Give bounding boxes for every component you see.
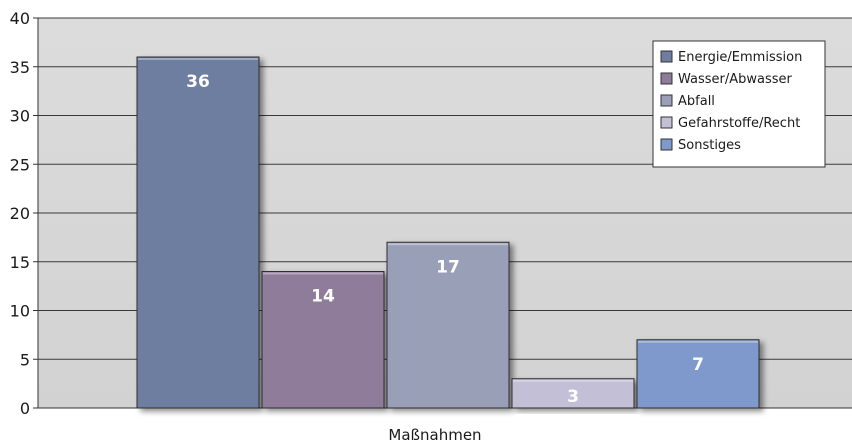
x-axis-label: Maßnahmen: [388, 426, 481, 444]
bar-highlight: [638, 340, 758, 343]
legend-label: Sonstiges: [678, 138, 741, 153]
y-tick-label: 0: [20, 399, 30, 418]
legend-label: Wasser/Abwasser: [678, 72, 793, 87]
legend-label: Abfall: [678, 94, 715, 109]
bar-highlight: [513, 379, 633, 382]
bar: [136, 56, 260, 409]
data-label: 14: [311, 287, 335, 307]
y-tick-label: 25: [10, 155, 30, 174]
y-tick-label: 10: [10, 302, 30, 321]
bar: [511, 378, 635, 409]
y-tick-label: 15: [10, 253, 30, 272]
legend-swatch: [660, 138, 673, 151]
legend-label: Gefahrstoffe/Recht: [678, 116, 800, 131]
bar-highlight: [263, 272, 383, 275]
y-tick-label: 40: [10, 9, 30, 28]
data-labels: 36 14 17 3 7: [186, 72, 704, 407]
legend-swatch: [660, 50, 673, 63]
data-label: 7: [692, 355, 704, 375]
data-label: 3: [567, 387, 579, 407]
bar: [261, 271, 385, 409]
data-label: 17: [436, 257, 460, 277]
y-axis-ticks: 0 5 10 15 20 25 30 35 40: [10, 9, 38, 418]
bars: [136, 56, 760, 409]
bar-highlight: [138, 58, 258, 60]
y-tick-label: 35: [10, 58, 30, 77]
legend-swatch: [660, 72, 673, 85]
legend-label: Energie/Emmission: [678, 50, 802, 65]
y-tick-label: 5: [20, 350, 30, 369]
legend: Energie/Emmission Wasser/Abwasser Abfall Ge…: [652, 40, 826, 168]
y-tick-label: 30: [10, 107, 30, 126]
data-label: 36: [186, 72, 210, 92]
legend-swatch: [660, 94, 673, 107]
legend-box: [652, 40, 826, 168]
bar: [636, 339, 760, 409]
y-tick-label: 20: [10, 204, 30, 223]
legend-swatch: [660, 116, 673, 129]
bar-highlight: [388, 243, 508, 246]
bar: [386, 241, 510, 409]
